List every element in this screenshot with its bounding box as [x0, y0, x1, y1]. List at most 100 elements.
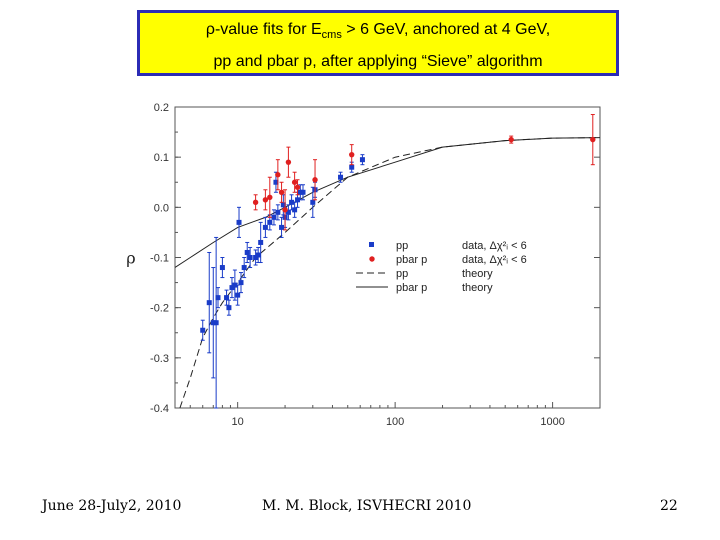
- footer-author: M. M. Block, ISVHECRI 2010: [262, 498, 472, 514]
- pbar-p-data-point: [294, 179, 301, 196]
- y-tick-label: -0.1: [150, 253, 169, 265]
- pbar-p-theory-curve: [175, 137, 600, 268]
- marker-square: [253, 255, 259, 260]
- pp-data-point: [215, 287, 221, 309]
- marker-square: [280, 202, 286, 208]
- y-tick-label: 0.0: [154, 202, 169, 214]
- marker-circle: [349, 151, 355, 158]
- slide-title-box: ρ-value fits for Ecms > 6 GeV, anchored …: [137, 10, 619, 76]
- pp-data-point: [219, 257, 225, 279]
- marker-square: [200, 327, 206, 333]
- marker-circle: [282, 207, 288, 213]
- marker-square: [232, 282, 238, 288]
- pp-data-point: [206, 251, 212, 354]
- marker-square: [292, 207, 298, 213]
- marker-square: [229, 285, 235, 291]
- pp-data-point: [359, 154, 365, 166]
- marker-circle: [590, 136, 596, 143]
- y-tick-label: -0.3: [150, 353, 169, 365]
- y-tick-label: 0.2: [154, 102, 169, 114]
- pbar-p-data-point: [278, 181, 285, 203]
- marker-square: [206, 300, 212, 306]
- marker-circle: [278, 189, 285, 195]
- marker-square: [359, 157, 365, 163]
- slide-title-line2: pp and pbar p, after applying “Sieve” al…: [213, 53, 543, 70]
- pp-data-point: [300, 184, 306, 201]
- marker-circle: [262, 197, 269, 203]
- legend-type: theory: [462, 282, 493, 294]
- legend-marker-circle: [369, 256, 375, 262]
- marker-square: [219, 265, 225, 271]
- marker-square: [349, 164, 355, 170]
- pp-data-point: [285, 204, 291, 221]
- legend-type: data, Δχ²ᵢ < 6: [462, 254, 527, 266]
- pbar-p-data-point: [590, 114, 596, 166]
- marker-square: [213, 320, 219, 326]
- pp-data-point: [253, 249, 259, 266]
- marker-square: [226, 305, 232, 311]
- rho-chart: 10 100 1000 0.2 0.1 0.0 -0.1 -0.2 -0.3 -0.4 ρ pp dat…: [126, 102, 601, 428]
- pp-data-point: [200, 319, 206, 341]
- pp-data-point: [258, 221, 264, 264]
- pp-data-point: [236, 206, 242, 238]
- marker-square: [289, 199, 295, 205]
- pp-data-point: [232, 269, 238, 301]
- marker-square: [262, 224, 268, 230]
- marker-square: [279, 224, 285, 230]
- pp-data-point: [238, 272, 244, 294]
- y-tick-label: -0.4: [150, 403, 169, 415]
- legend-type: theory: [462, 268, 493, 280]
- marker-circle: [275, 172, 281, 178]
- marker-square: [267, 219, 273, 225]
- pp-data-point: [262, 216, 268, 238]
- marker-circle: [312, 177, 318, 183]
- legend-marker-square: [369, 242, 374, 247]
- marker-circle: [267, 194, 273, 200]
- marker-circle: [252, 199, 259, 206]
- x-tick-label: 10: [232, 416, 244, 428]
- marker-square: [300, 189, 306, 195]
- marker-circle: [285, 159, 292, 165]
- legend-entry: pbar p data, Δχ²ᵢ < 6: [369, 254, 527, 266]
- legend-label: pp: [396, 268, 408, 280]
- marker-circle: [508, 136, 514, 143]
- pp-data-point: [310, 186, 316, 218]
- pbar-p-data-point: [349, 144, 355, 166]
- marker-square: [271, 214, 277, 220]
- pp-data-point: [289, 194, 295, 211]
- pp-data-point: [241, 257, 247, 279]
- pp-data-point: [292, 201, 298, 218]
- pp-data-point: [247, 246, 253, 269]
- marker-square: [310, 199, 316, 205]
- pbar-p-data-point: [312, 159, 318, 201]
- marker-circle: [291, 179, 298, 185]
- pbar-p-data-point: [291, 171, 298, 193]
- y-tick-label: -0.2: [150, 303, 169, 315]
- marker-square: [258, 239, 264, 245]
- pbar-p-data-point: [508, 135, 514, 144]
- marker-square: [247, 255, 253, 260]
- legend-entry: pp data, Δχ²ᵢ < 6: [369, 240, 527, 252]
- footer-date: June 28-July2, 2010: [42, 498, 182, 514]
- marker-square: [338, 174, 344, 180]
- y-axis-label: ρ: [126, 249, 135, 268]
- footer-page-number: 22: [660, 498, 678, 514]
- legend-type: data, Δχ²ᵢ < 6: [462, 240, 527, 252]
- marker-square: [285, 209, 291, 215]
- marker-square: [297, 189, 303, 195]
- legend-entry: pbar p theory: [356, 282, 493, 294]
- marker-square: [275, 209, 281, 215]
- marker-square: [235, 292, 241, 298]
- pp-data-point: [213, 236, 219, 409]
- marker-square: [238, 280, 244, 286]
- marker-square: [224, 295, 230, 301]
- pbar-p-data-point: [285, 146, 292, 178]
- pbar-p-data-point: [282, 189, 288, 231]
- pp-data-point: [235, 284, 241, 306]
- marker-square: [295, 197, 301, 203]
- marker-square: [210, 320, 216, 326]
- legend-label: pbar p: [396, 282, 427, 294]
- marker-square: [244, 249, 250, 255]
- pp-data-point: [224, 289, 230, 306]
- pbar-p-data-point: [267, 176, 273, 218]
